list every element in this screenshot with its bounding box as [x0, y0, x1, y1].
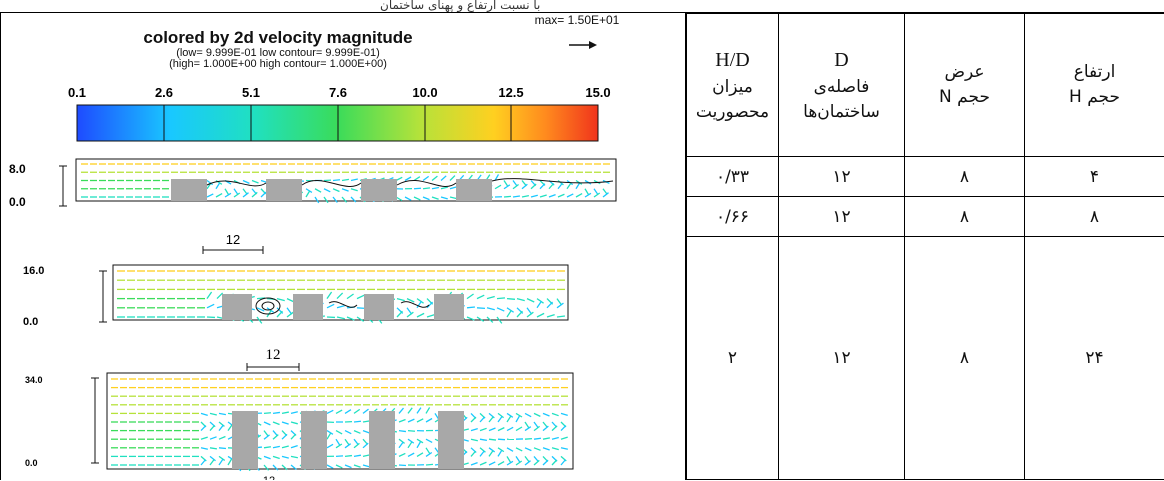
- velocity-vector: [357, 308, 365, 309]
- colorbar-tick: 15.0: [585, 85, 610, 100]
- table-cell: ۸: [1025, 197, 1164, 237]
- velocity-vector: [507, 299, 515, 300]
- panel-1-ymin: 0.0: [9, 195, 26, 209]
- header-col-4-line-1: ارتفاع: [1025, 60, 1164, 85]
- header-col-1-line-3: محصوریت: [687, 100, 778, 125]
- table-row: ۰/۳۳ ۱۲ ۸ ۴: [687, 157, 1164, 197]
- table-cell: ۲: [687, 237, 779, 480]
- figure-title: colored by 2d velocity magnitude: [143, 28, 412, 47]
- velocity-vector: [423, 188, 430, 189]
- caption-fragment: با نسبت ارتفاع و پهنای ساختمان: [380, 0, 540, 12]
- panel-2-scale: 12: [266, 347, 281, 363]
- colorbar-tick: 0.1: [68, 85, 86, 100]
- max-label: max= 1.50E+01: [535, 13, 620, 27]
- velocity-vector: [467, 307, 475, 308]
- header-col-1: H/D میزان محصوریت: [687, 14, 779, 157]
- colorbar-tick: 7.6: [329, 85, 347, 100]
- table-cell: ۸: [905, 157, 1025, 197]
- colorbar-tick: 12.5: [498, 85, 523, 100]
- panel-3-ymax: 34.0: [25, 375, 43, 385]
- colorbar-tick: 10.0: [412, 85, 437, 100]
- header-col-2-line-2: فاصله‌ی: [779, 75, 904, 100]
- panel-1-scale: 12: [226, 232, 240, 247]
- panel-2-domain: [113, 265, 568, 320]
- velocity-vector: [264, 413, 271, 414]
- panel-2: 16.0 0.0 12: [23, 265, 568, 371]
- header-col-4-line-2: حجم H: [1025, 85, 1164, 110]
- velocity-field-plot: colored by 2d velocity magnitude (low= 9…: [1, 13, 687, 480]
- panel-3: 34.0 0.0 12: [25, 373, 573, 480]
- header-col-3-line-2: حجم N: [905, 85, 1024, 110]
- velocity-vector: [345, 456, 352, 457]
- parameters-table: H/D میزان محصوریت D فاصله‌ی ساختمان‌ها ع…: [686, 13, 1164, 480]
- panel-2-ymin: 0.0: [23, 316, 38, 328]
- panel-3-scale: 12: [263, 475, 275, 480]
- velocity-figure: colored by 2d velocity magnitude (low= 9…: [0, 13, 686, 480]
- panel-2-ymax: 16.0: [23, 265, 44, 277]
- table-cell: ۰/۶۶: [687, 197, 779, 237]
- table-row: ۲ ۱۲ ۸ ۲۴: [687, 237, 1164, 480]
- velocity-vector: [489, 439, 496, 440]
- header-col-3-line-1: عرض: [905, 60, 1024, 85]
- velocity-vector: [408, 431, 415, 432]
- panel-1-ymax: 8.0: [9, 162, 26, 176]
- velocity-vector: [497, 298, 505, 299]
- table-cell: ۴: [1025, 157, 1164, 197]
- panel-1: 8.0 0.0 12: [9, 159, 616, 254]
- table-cell: ۱۲: [779, 197, 905, 237]
- velocity-vector: [219, 448, 226, 449]
- velocity-vector: [477, 308, 485, 309]
- velocity-vector: [525, 439, 532, 440]
- colorbar-tick: 2.6: [155, 85, 173, 100]
- table-cell: ۲۴: [1025, 237, 1164, 480]
- header-col-4: ارتفاع حجم H: [1025, 14, 1164, 157]
- table-cell: ۸: [905, 197, 1025, 237]
- velocity-vector: [354, 421, 361, 422]
- header-col-2: D فاصله‌ی ساختمان‌ها: [779, 14, 905, 157]
- header-col-1-line-2: میزان: [687, 75, 778, 100]
- colorbar-tick: 5.1: [242, 85, 260, 100]
- header-col-2-line-3: ساختمان‌ها: [779, 100, 904, 125]
- velocity-vector: [333, 180, 340, 181]
- table-cell: ۱۲: [779, 157, 905, 197]
- reference-arrow-icon: [569, 41, 597, 49]
- colorbar-tick-labels: 0.1 2.6 5.1 7.6 10.0 12.5 15.0: [68, 85, 611, 100]
- figure-range-high: (high= 1.000E+00 high contour= 1.000E+00…: [169, 58, 387, 70]
- table-cell: ۰/۳۳: [687, 157, 779, 197]
- panel-3-ymin: 0.0: [25, 458, 38, 468]
- header-col-2-line-1: D: [779, 46, 904, 75]
- table-row: ۰/۶۶ ۱۲ ۸ ۸: [687, 197, 1164, 237]
- header-col-1-line-1: H/D: [687, 46, 778, 75]
- table-cell: ۸: [905, 237, 1025, 480]
- velocity-vector: [426, 464, 433, 465]
- velocity-vector: [504, 196, 511, 197]
- header-col-3: عرض حجم N: [905, 14, 1025, 157]
- table-cell: ۱۲: [779, 237, 905, 480]
